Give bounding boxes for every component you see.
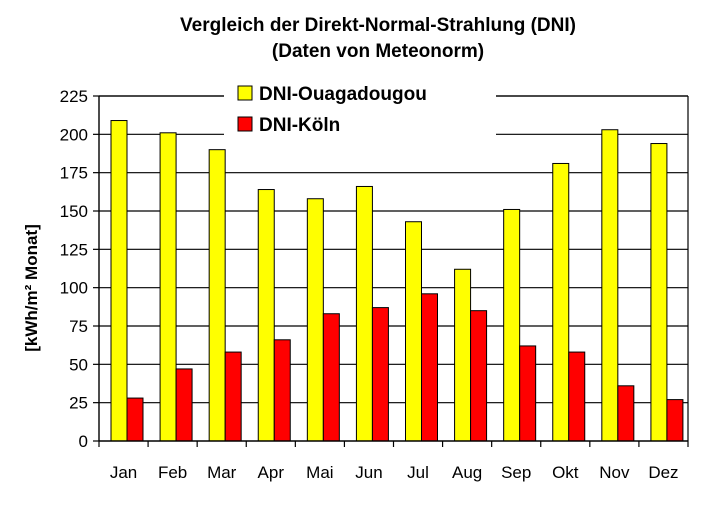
bar-ouagadougou-jan: [110, 120, 128, 442]
bar-koeln-feb: [175, 368, 193, 442]
bar-koeln-okt: [568, 351, 586, 442]
bar-ouagadougou-jun: [355, 185, 373, 442]
x-tick-label: Apr: [258, 463, 285, 482]
x-tick-label: Sep: [501, 463, 531, 482]
y-tick-label: 0: [79, 432, 88, 451]
bar-ouagadougou-dez: [650, 143, 668, 442]
bar-ouagadougou-okt: [552, 162, 570, 442]
bar-koeln-mar: [224, 351, 242, 442]
bar-koeln-nov: [617, 385, 635, 442]
y-tick-label: 25: [69, 394, 88, 413]
bar-koeln-jun: [371, 307, 389, 442]
bar-ouagadougou-mar: [208, 149, 226, 442]
bars: [110, 120, 684, 442]
x-tick-label: Dez: [648, 463, 678, 482]
bar-ouagadougou-feb: [159, 132, 177, 442]
x-tick-label: Jun: [355, 463, 382, 482]
bar-koeln-sep: [519, 345, 537, 442]
bar-ouagadougou-apr: [257, 189, 275, 442]
x-tick-labels: Jan Feb Mar Apr Mai Jun Jul Aug Sep Okt Nov Dez: [110, 463, 679, 482]
bar-ouagadougou-nov: [601, 129, 619, 442]
y-axis-label: [kWh/m² Monat]: [22, 224, 41, 351]
x-tick-label: Nov: [599, 463, 630, 482]
y-tick-label: 175: [60, 164, 88, 183]
bar-ouagadougou-jul: [405, 221, 422, 442]
x-tick-label: Aug: [452, 463, 482, 482]
bar-koeln-jan: [126, 397, 144, 442]
y-tick-label: 150: [60, 202, 88, 221]
x-tick-label: Mai: [306, 463, 333, 482]
legend: DNI-Ouagadougou DNI-Köln: [224, 76, 496, 144]
x-tick-label: Okt: [552, 463, 579, 482]
y-tick-label: 100: [60, 279, 88, 298]
bar-ouagadougou-aug: [454, 268, 472, 442]
chart-subtitle: (Daten von Meteonorm): [272, 41, 484, 62]
bar-koeln-dez: [666, 399, 684, 442]
bar-koeln-jul: [421, 293, 438, 442]
y-tick-label: 200: [60, 125, 88, 144]
legend-label-koeln: DNI-Köln: [259, 115, 340, 136]
bar-ouagadougou-mai: [306, 198, 324, 442]
legend-swatch-koeln: [237, 116, 253, 132]
bar-koeln-mai: [322, 313, 340, 442]
bar-ouagadougou-sep: [503, 208, 521, 442]
x-tick-label: Jan: [110, 463, 137, 482]
x-tick-label: Feb: [158, 463, 187, 482]
y-tick-labels: 0 25 50 75 100 125 150 175 200 225: [60, 87, 88, 451]
y-tick-label: 225: [60, 87, 88, 106]
y-tick-label: 50: [69, 355, 88, 374]
legend-background: [224, 76, 496, 144]
bar-koeln-aug: [470, 310, 488, 442]
x-tick-label: Mar: [207, 463, 237, 482]
chart-title: Vergleich der Direkt-Normal-Strahlung (D…: [180, 15, 576, 36]
bar-koeln-apr: [273, 339, 291, 442]
legend-swatch-ouagadougou: [237, 85, 253, 101]
legend-label-ouagadougou: DNI-Ouagadougou: [259, 84, 427, 105]
y-tick-label: 75: [69, 317, 88, 336]
y-tick-label: 125: [60, 240, 88, 259]
x-tick-label: Jul: [407, 463, 429, 482]
